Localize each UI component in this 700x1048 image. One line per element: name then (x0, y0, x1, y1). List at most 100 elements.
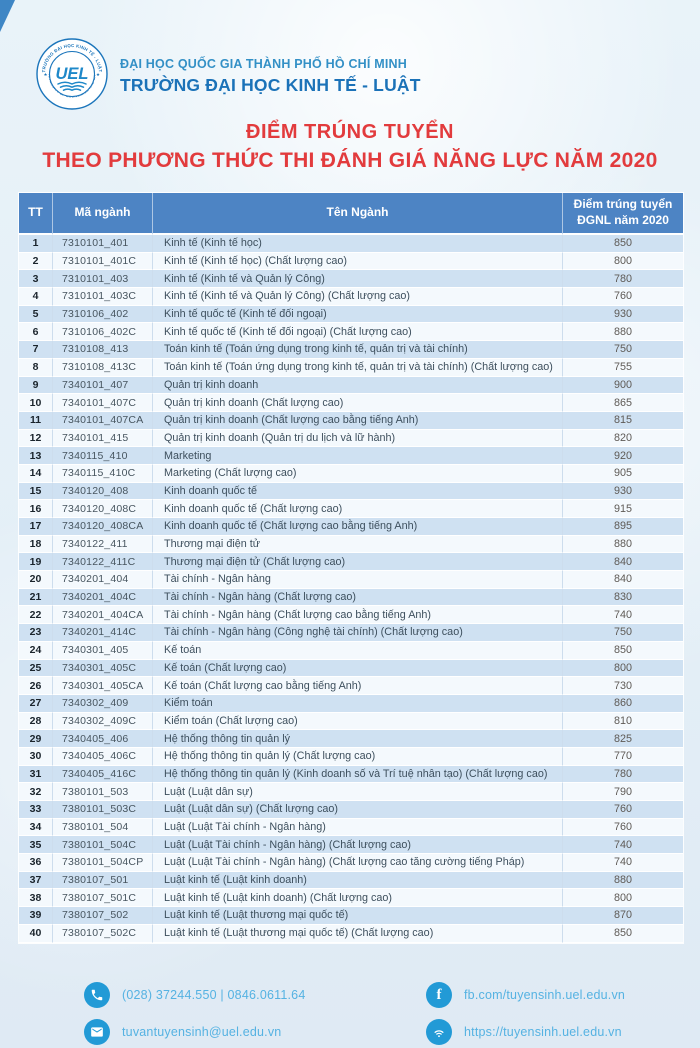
cell-score: 830 (563, 588, 683, 607)
cell-name: Toán kinh tế (Toán ứng dụng trong kinh t… (153, 341, 563, 359)
cell-tt: 3 (19, 270, 53, 289)
table-row: 9 7340101_407 Quản trị kinh doanh 900 (19, 376, 683, 395)
cell-code: 7340301_405C (53, 659, 153, 678)
cell-tt: 2 (19, 252, 53, 271)
table-row: 30 7340405_406C Hệ thống thông tin quản … (19, 747, 683, 766)
cell-name: Kinh tế (Kinh tế học) (Chất lượng cao) (153, 252, 563, 271)
cell-score: 740 (563, 836, 683, 855)
cell-code: 7340201_414C (53, 624, 153, 642)
table-row: 24 7340301_405 Kế toán 850 (19, 641, 683, 660)
cell-tt: 25 (19, 659, 53, 678)
cell-name: Kiểm toán (Chất lượng cao) (153, 712, 563, 731)
cell-tt: 32 (19, 783, 53, 801)
cell-name: Kinh tế quốc tế (Kinh tế đối ngoại) (Chấ… (153, 323, 563, 342)
table-row: 5 7310106_402 Kinh tế quốc tế (Kinh tế đ… (19, 305, 683, 324)
wifi-icon (426, 1019, 452, 1045)
cell-name: Hệ thống thông tin quản lý (Chất lượng c… (153, 747, 563, 766)
cell-tt: 10 (19, 394, 53, 412)
cell-code: 7340115_410C (53, 464, 153, 483)
cell-code: 7340302_409 (53, 694, 153, 713)
cell-tt: 8 (19, 358, 53, 377)
table-row: 10 7340101_407C Quản trị kinh doanh (Chấ… (19, 394, 683, 412)
cell-tt: 12 (19, 429, 53, 448)
cell-score: 850 (563, 924, 683, 943)
cell-name: Hệ thống thông tin quản lý (Kinh doanh s… (153, 765, 563, 784)
title-line-2: THEO PHƯƠNG THỨC THI ĐÁNH GIÁ NĂNG LỰC N… (42, 149, 658, 172)
cell-tt: 19 (19, 553, 53, 572)
contact-facebook-row[interactable]: f fb.com/tuyensinh.uel.edu.vn (426, 982, 625, 1008)
cell-code: 7380101_503C (53, 801, 153, 819)
table-row: 1 7310101_401 Kinh tế (Kinh tế học) 850 (19, 235, 683, 253)
cell-code: 7380101_504C (53, 836, 153, 855)
table-row: 31 7340405_416C Hệ thống thông tin quản … (19, 765, 683, 784)
cell-code: 7340115_410 (53, 447, 153, 465)
cell-code: 7340201_404 (53, 571, 153, 589)
cell-score: 780 (563, 270, 683, 289)
cell-tt: 22 (19, 606, 53, 625)
table-row: 36 7380101_504CP Luật (Luật Tài chính - … (19, 854, 683, 872)
table-row: 26 7340301_405CA Kế toán (Chất lượng cao… (19, 677, 683, 695)
cell-tt: 36 (19, 854, 53, 872)
table-row: 27 7340302_409 Kiểm toán 860 (19, 694, 683, 713)
table-row: 40 7380107_502C Luật kinh tế (Luật thươn… (19, 924, 683, 943)
logo-book-icon (57, 81, 87, 92)
cell-name: Luật kinh tế (Luật thương mại quốc tế) (… (153, 924, 563, 943)
cell-code: 7340101_415 (53, 429, 153, 448)
cell-score: 790 (563, 783, 683, 801)
cell-score: 840 (563, 553, 683, 572)
cell-tt: 4 (19, 288, 53, 306)
cell-score: 880 (563, 535, 683, 554)
poster-title: ĐIỂM TRÚNG TUYỂN THEO PHƯƠNG THỨC THI ĐÁ… (0, 121, 700, 173)
cell-name: Luật (Luật Tài chính - Ngân hàng) (153, 818, 563, 837)
cell-code: 7340120_408C (53, 500, 153, 518)
cell-tt: 26 (19, 677, 53, 695)
col-header-score-line1: Điểm trúng tuyển (573, 197, 673, 212)
cell-code: 7340122_411 (53, 535, 153, 554)
contact-phone-row[interactable]: (028) 37244.550 | 0846.0611.64 (84, 982, 305, 1008)
cell-score: 770 (563, 747, 683, 766)
cell-tt: 17 (19, 518, 53, 536)
cell-code: 7340405_406 (53, 730, 153, 748)
cell-code: 7340405_406C (53, 747, 153, 766)
cell-score: 900 (563, 376, 683, 395)
table-row: 37 7380107_501 Luật kinh tế (Luật kinh d… (19, 871, 683, 890)
cell-name: Luật (Luật Tài chính - Ngân hàng) (Chất … (153, 836, 563, 855)
facebook-url-text: fb.com/tuyensinh.uel.edu.vn (464, 988, 626, 1002)
contact-email-row[interactable]: tuvantuyensinh@uel.edu.vn (84, 1019, 305, 1045)
cell-score: 920 (563, 447, 683, 465)
table-row: 11 7340101_407CA Quản trị kinh doanh (Ch… (19, 411, 683, 430)
cell-score: 810 (563, 712, 683, 731)
facebook-icon: f (426, 982, 452, 1008)
contact-website-row[interactable]: https://tuyensinh.uel.edu.vn (426, 1019, 625, 1045)
cell-name: Thương mại điện tử (Chất lượng cao) (153, 553, 563, 572)
cell-score: 905 (563, 464, 683, 483)
cell-score: 880 (563, 871, 683, 890)
cell-code: 7340122_411C (53, 553, 153, 572)
cell-name: Kinh doanh quốc tế (Chất lượng cao bằng … (153, 518, 563, 536)
table-row: 22 7340201_404CA Tài chính - Ngân hàng (… (19, 606, 683, 625)
table-row: 28 7340302_409C Kiểm toán (Chất lượng ca… (19, 712, 683, 731)
table-row: 20 7340201_404 Tài chính - Ngân hàng 840 (19, 571, 683, 589)
cell-score: 930 (563, 305, 683, 324)
cell-name: Kế toán (Chất lượng cao bằng tiếng Anh) (153, 677, 563, 695)
university-system-name: ĐẠI HỌC QUỐC GIA THÀNH PHỐ HỒ CHÍ MINH (120, 56, 407, 71)
cell-tt: 30 (19, 747, 53, 766)
table-row: 15 7340120_408 Kinh doanh quốc tế 930 (19, 482, 683, 501)
cell-tt: 35 (19, 836, 53, 855)
table-row: 39 7380107_502 Luật kinh tế (Luật thương… (19, 907, 683, 925)
cell-code: 7380107_502 (53, 907, 153, 925)
cell-code: 7340201_404C (53, 588, 153, 607)
cell-tt: 16 (19, 500, 53, 518)
cell-score: 760 (563, 818, 683, 837)
cell-score: 865 (563, 394, 683, 412)
cell-score: 930 (563, 482, 683, 501)
cell-tt: 34 (19, 818, 53, 837)
cell-score: 800 (563, 889, 683, 908)
cell-score: 750 (563, 341, 683, 359)
cell-name: Luật (Luật dân sự) (153, 783, 563, 801)
cell-code: 7310106_402C (53, 323, 153, 342)
cell-code: 7340302_409C (53, 712, 153, 731)
cell-tt: 7 (19, 341, 53, 359)
cell-code: 7310106_402 (53, 305, 153, 324)
